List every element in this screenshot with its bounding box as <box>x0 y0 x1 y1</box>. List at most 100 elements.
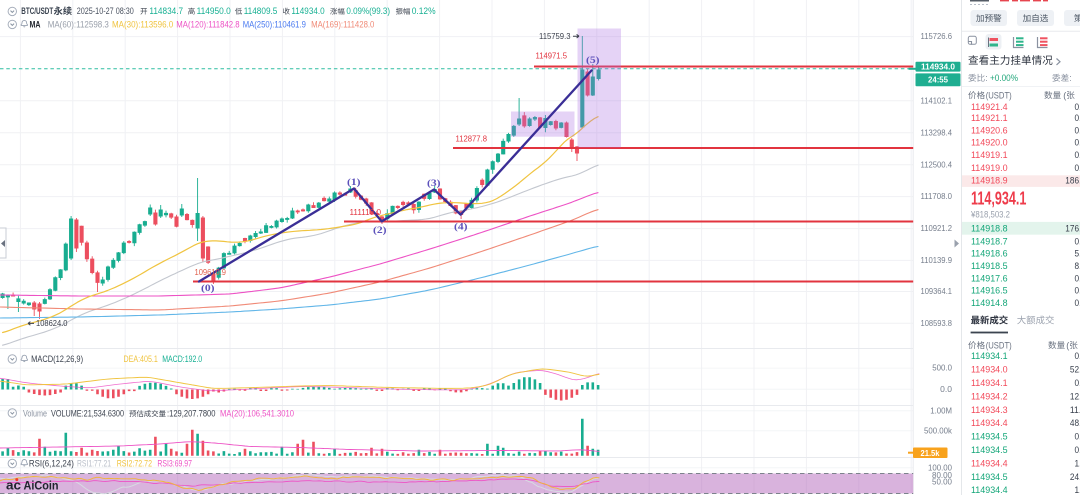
svg-text:(2): (2) <box>373 225 387 236</box>
svg-text:VOLUME:21,534.6300: VOLUME:21,534.6300 <box>51 409 124 419</box>
svg-text:¥818,503.2: ¥818,503.2 <box>970 209 1010 219</box>
svg-text:114918.9: 114918.9 <box>971 176 1008 186</box>
svg-text:DEA:405.1: DEA:405.1 <box>124 354 158 364</box>
svg-text:50.00: 50.00 <box>932 478 953 487</box>
svg-text:114950.0: 114950.0 <box>197 6 231 16</box>
svg-text:500.00k: 500.00k <box>924 426 952 435</box>
svg-text:108624.0: 108624.0 <box>36 318 68 328</box>
svg-text:Volume: Volume <box>23 409 47 419</box>
svg-text:115759.3: 115759.3 <box>539 31 571 41</box>
svg-text:0.0: 0.0 <box>1075 113 1080 123</box>
svg-text:52.3: 52.3 <box>1070 365 1080 375</box>
svg-text:(5): (5) <box>586 55 600 66</box>
svg-text:11.3: 11.3 <box>1070 405 1080 415</box>
svg-text:114918.7: 114918.7 <box>971 236 1008 246</box>
svg-text:114914.8: 114914.8 <box>971 298 1008 308</box>
svg-text:+0.00%: +0.00% <box>990 73 1018 83</box>
svg-text:AiCoin: AiCoin <box>24 478 59 492</box>
svg-text:114934.1: 114934.1 <box>971 351 1008 361</box>
svg-text:111113.0: 111113.0 <box>350 207 382 217</box>
svg-text:114,934.1: 114,934.1 <box>971 189 1026 209</box>
svg-text:176.9: 176.9 <box>1065 224 1080 234</box>
svg-text:RSI1:77.21: RSI1:77.21 <box>77 459 111 469</box>
svg-text::: : <box>985 73 988 83</box>
svg-text:(0): (0) <box>201 283 215 294</box>
svg-text:114934.5: 114934.5 <box>971 445 1008 455</box>
svg-text:2025-10-27 08:30: 2025-10-27 08:30 <box>77 6 134 16</box>
svg-text:114921.4: 114921.4 <box>971 102 1008 112</box>
svg-text:ac: ac <box>6 478 21 493</box>
svg-text:0.0: 0.0 <box>1075 298 1080 308</box>
svg-text:24.4: 24.4 <box>1070 472 1080 482</box>
svg-text:MACD:192.0: MACD:192.0 <box>162 354 202 364</box>
svg-text:114920.0: 114920.0 <box>971 138 1008 148</box>
svg-text:80.00: 80.00 <box>932 471 953 480</box>
svg-text:MACD(12,26,9): MACD(12,26,9) <box>31 354 83 364</box>
svg-text:114918.6: 114918.6 <box>971 249 1008 259</box>
svg-text:0.0: 0.0 <box>940 385 953 394</box>
svg-text:114916.5: 114916.5 <box>971 286 1008 296</box>
svg-text:114934.4: 114934.4 <box>971 418 1008 428</box>
svg-text:112877.8: 112877.8 <box>456 134 488 144</box>
svg-text:500.0: 500.0 <box>932 364 952 373</box>
svg-text:100.00: 100.00 <box>928 463 953 472</box>
svg-text:RSI(6,12,24): RSI(6,12,24) <box>29 459 74 469</box>
svg-text:114102.1: 114102.1 <box>921 96 953 105</box>
svg-text:MA(30):113596.0: MA(30):113596.0 <box>112 20 173 30</box>
svg-text:(USDT): (USDT) <box>986 91 1012 101</box>
svg-text:(1): (1) <box>347 177 361 188</box>
svg-text:MA(60):112598.3: MA(60):112598.3 <box>48 20 109 30</box>
svg-text:114919.0: 114919.0 <box>971 163 1008 173</box>
svg-text:MA(20):106,541.3010: MA(20):106,541.3010 <box>220 409 294 419</box>
svg-text:0.6: 0.6 <box>1075 378 1080 388</box>
svg-text:0.12%: 0.12% <box>412 6 436 16</box>
svg-text:114809.5: 114809.5 <box>244 6 278 16</box>
svg-text:MA(120):111842.8: MA(120):111842.8 <box>176 20 239 30</box>
svg-text:24:55: 24:55 <box>928 76 949 85</box>
svg-text:(3): (3) <box>427 178 441 189</box>
svg-text::129,207.7800: :129,207.7800 <box>167 409 216 419</box>
svg-text:114934.5: 114934.5 <box>971 432 1008 442</box>
svg-text:1.3: 1.3 <box>1075 458 1080 468</box>
svg-text:MA(169):111428.0: MA(169):111428.0 <box>311 20 374 30</box>
svg-text:0.6: 0.6 <box>1075 445 1080 455</box>
svg-text:114934.5: 114934.5 <box>971 472 1008 482</box>
svg-text:0.0: 0.0 <box>1075 286 1080 296</box>
svg-text:111708.0: 111708.0 <box>921 192 953 201</box>
svg-text:110139.9: 110139.9 <box>921 256 953 265</box>
svg-text:114917.6: 114917.6 <box>971 274 1008 284</box>
svg-text:112500.4: 112500.4 <box>921 160 953 169</box>
svg-text:114934.4: 114934.4 <box>971 485 1008 495</box>
svg-text:0.4: 0.4 <box>1075 102 1080 112</box>
svg-text:114834.7: 114834.7 <box>149 6 183 16</box>
svg-text:114934.3: 114934.3 <box>971 405 1008 415</box>
svg-text:114934.0: 114934.0 <box>291 6 324 16</box>
svg-text:115726.6: 115726.6 <box>921 32 953 41</box>
svg-text:114934.1: 114934.1 <box>971 378 1008 388</box>
svg-text:114919.1: 114919.1 <box>971 150 1008 160</box>
svg-text:113298.4: 113298.4 <box>921 128 953 137</box>
svg-text:114934.0: 114934.0 <box>971 365 1008 375</box>
svg-text:0.3: 0.3 <box>1075 432 1080 442</box>
svg-text:RSI3:69.97: RSI3:69.97 <box>157 459 192 469</box>
svg-text:0.3: 0.3 <box>1075 126 1080 136</box>
svg-text:114934.4: 114934.4 <box>971 458 1008 468</box>
svg-text:21.5k: 21.5k <box>921 449 941 458</box>
svg-text:114971.5: 114971.5 <box>536 51 568 61</box>
svg-text:BTC/USDT: BTC/USDT <box>21 6 53 16</box>
svg-text:186.4: 186.4 <box>1065 176 1080 186</box>
svg-text:1.1: 1.1 <box>1075 485 1080 495</box>
svg-text:8.7: 8.7 <box>1075 261 1080 271</box>
svg-text:0.0: 0.0 <box>1075 163 1080 173</box>
svg-text:(: ( <box>1066 341 1069 351</box>
svg-text:0.0: 0.0 <box>1075 150 1080 160</box>
svg-text:(USDT): (USDT) <box>986 341 1012 351</box>
svg-text:(4): (4) <box>454 222 468 233</box>
svg-text:114934.2: 114934.2 <box>971 391 1008 401</box>
svg-text:109364.1: 109364.1 <box>921 287 953 296</box>
svg-text:114921.1: 114921.1 <box>971 113 1008 123</box>
svg-text:114918.8: 114918.8 <box>971 224 1008 234</box>
svg-text:5.4: 5.4 <box>1075 249 1080 259</box>
svg-text:0.0: 0.0 <box>1075 274 1080 284</box>
svg-text:109610.9: 109610.9 <box>195 267 227 277</box>
